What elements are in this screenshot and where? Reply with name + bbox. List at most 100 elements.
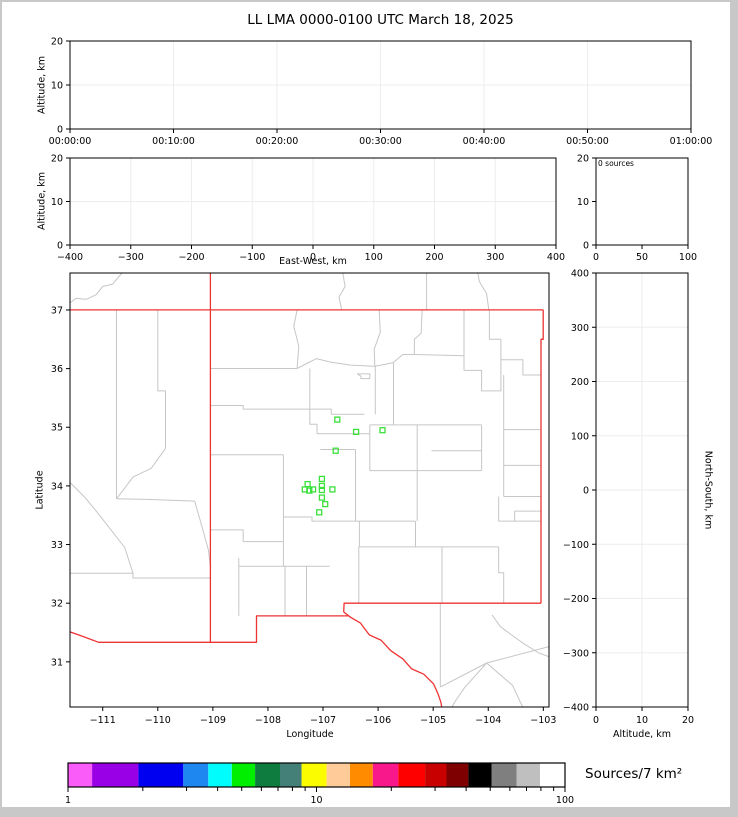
tick-label: 0 — [583, 486, 589, 497]
tick-label: −100 — [563, 540, 589, 551]
tick-label: 50 — [636, 252, 648, 263]
tick-label: 00:10:00 — [152, 136, 195, 147]
tick-label: 10 — [310, 795, 322, 806]
tick-label: −104 — [475, 715, 501, 726]
tick-label: −400 — [563, 703, 589, 714]
tick-label: −400 — [57, 252, 83, 263]
tick-label: −200 — [563, 594, 589, 605]
tick-label: 10 — [51, 197, 63, 208]
tick-label: 32 — [51, 599, 63, 610]
lma-source-point — [352, 428, 360, 436]
colorbar-segment — [350, 763, 373, 787]
colorbar-segment — [398, 763, 426, 787]
colorbar-label: Sources/7 km² — [585, 766, 683, 782]
lma-source-point — [332, 447, 339, 454]
tick-label: 00:00:00 — [49, 136, 92, 147]
tick-label: −103 — [530, 715, 556, 726]
tick-label: 00:40:00 — [463, 136, 506, 147]
tick-label: 300 — [486, 252, 504, 263]
tick-label: 00:20:00 — [256, 136, 299, 147]
tick-label: −108 — [255, 715, 281, 726]
tick-label: −109 — [200, 715, 226, 726]
colorbar-segment — [92, 763, 139, 787]
tick-label: 200 — [571, 377, 589, 388]
time-height-frame — [69, 40, 692, 130]
tick-label: 01:00:00 — [670, 136, 713, 147]
tick-label: 20 — [682, 715, 694, 726]
lma-source-point — [318, 482, 326, 490]
tick-label: 20 — [51, 37, 63, 48]
figure-background — [2, 2, 730, 807]
ew-height-frame — [69, 157, 557, 246]
tick-label: 00:30:00 — [359, 136, 402, 147]
colorbar-segment — [372, 763, 399, 787]
colorbar-segment — [326, 763, 350, 787]
ew-panel-y-label: Altitude, km — [36, 172, 48, 230]
colorbar-segment — [68, 763, 93, 787]
lma-source-point — [322, 500, 329, 508]
tick-label: −200 — [178, 252, 204, 263]
figure-title: LL LMA 0000-0100 UTC March 18, 2025 — [247, 12, 514, 28]
tick-label: 20 — [577, 154, 589, 165]
tick-label: 300 — [571, 323, 589, 334]
lma-source-point — [318, 486, 326, 494]
tick-label: 20 — [51, 154, 63, 165]
tick-label: 36 — [51, 364, 63, 375]
ns-height-panel: 400 300 200 100 0 −100 −200 −300 −400 0 10 20 — [563, 269, 694, 727]
tick-label: 0 — [310, 252, 316, 263]
lma-source-point — [309, 486, 317, 493]
tick-label: 10 — [636, 715, 648, 726]
tick-label: 0 — [583, 241, 589, 252]
map-panel — [70, 273, 549, 707]
colorbar-segment — [468, 763, 492, 787]
lma-source-point — [318, 494, 326, 501]
lma-source-point — [304, 480, 311, 488]
histogram-panel: 0 50 100 0 10 20 — [577, 154, 697, 264]
map-sources — [301, 416, 386, 516]
tick-label: 400 — [547, 252, 565, 263]
tick-label: 35 — [51, 423, 63, 434]
tick-label: −100 — [239, 252, 265, 263]
tick-label: 31 — [51, 657, 63, 668]
colorbar-segment — [491, 763, 517, 787]
tick-label: 00:50:00 — [566, 136, 609, 147]
lma-source-point — [316, 509, 323, 516]
time-height-panel: 00:00:00 00:10:00 00:20:00 00:30:00 00:40:00… — [49, 37, 713, 148]
tick-label: −107 — [310, 715, 336, 726]
tick-label: 33 — [51, 540, 63, 551]
tick-label: 10 — [51, 81, 63, 92]
time-panel-y-label: Altitude, km — [36, 56, 48, 114]
ns-panel-x-label: Altitude, km — [613, 729, 671, 740]
tick-label: 10 — [577, 197, 589, 208]
colorbar-segment — [446, 763, 469, 787]
tick-label: 34 — [51, 481, 63, 492]
tick-label: 0 — [593, 252, 599, 263]
tick-label: 0 — [593, 715, 599, 726]
colorbar-segment — [280, 763, 302, 787]
colorbar-segment — [255, 763, 280, 787]
map-x-label: Longitude — [286, 729, 334, 740]
ew-height-panel: −400 −300 −200 −100 0 100 200 300 400 0 10 20 — [51, 154, 565, 264]
tick-label: 0 — [57, 241, 63, 252]
lma-source-point — [329, 486, 336, 493]
map-y-label: Latitude — [34, 470, 46, 510]
colorbar-segment — [208, 763, 232, 787]
histogram-annotation: 0 sources — [598, 159, 634, 168]
tick-label: 0 — [57, 125, 63, 136]
map-ticks: −111 −110 −109 −108 −107 −106 −105 −104 −103 31 32… — [51, 305, 556, 726]
tick-label: 100 — [556, 795, 574, 806]
ns-height-frame — [595, 272, 689, 708]
colorbar-segment — [425, 763, 447, 787]
colorbar-segment — [183, 763, 209, 787]
colorbar-segment — [516, 763, 540, 787]
tick-label: −106 — [365, 715, 391, 726]
tick-label: −300 — [563, 648, 589, 659]
colorbar-segment — [231, 763, 256, 787]
colorbar: 1 10 100 — [65, 762, 574, 806]
lma-source-point — [318, 475, 326, 483]
ns-panel-y-label: North-South, km — [702, 450, 714, 530]
tick-label: 400 — [571, 269, 589, 280]
colorbar-segment — [138, 763, 184, 787]
